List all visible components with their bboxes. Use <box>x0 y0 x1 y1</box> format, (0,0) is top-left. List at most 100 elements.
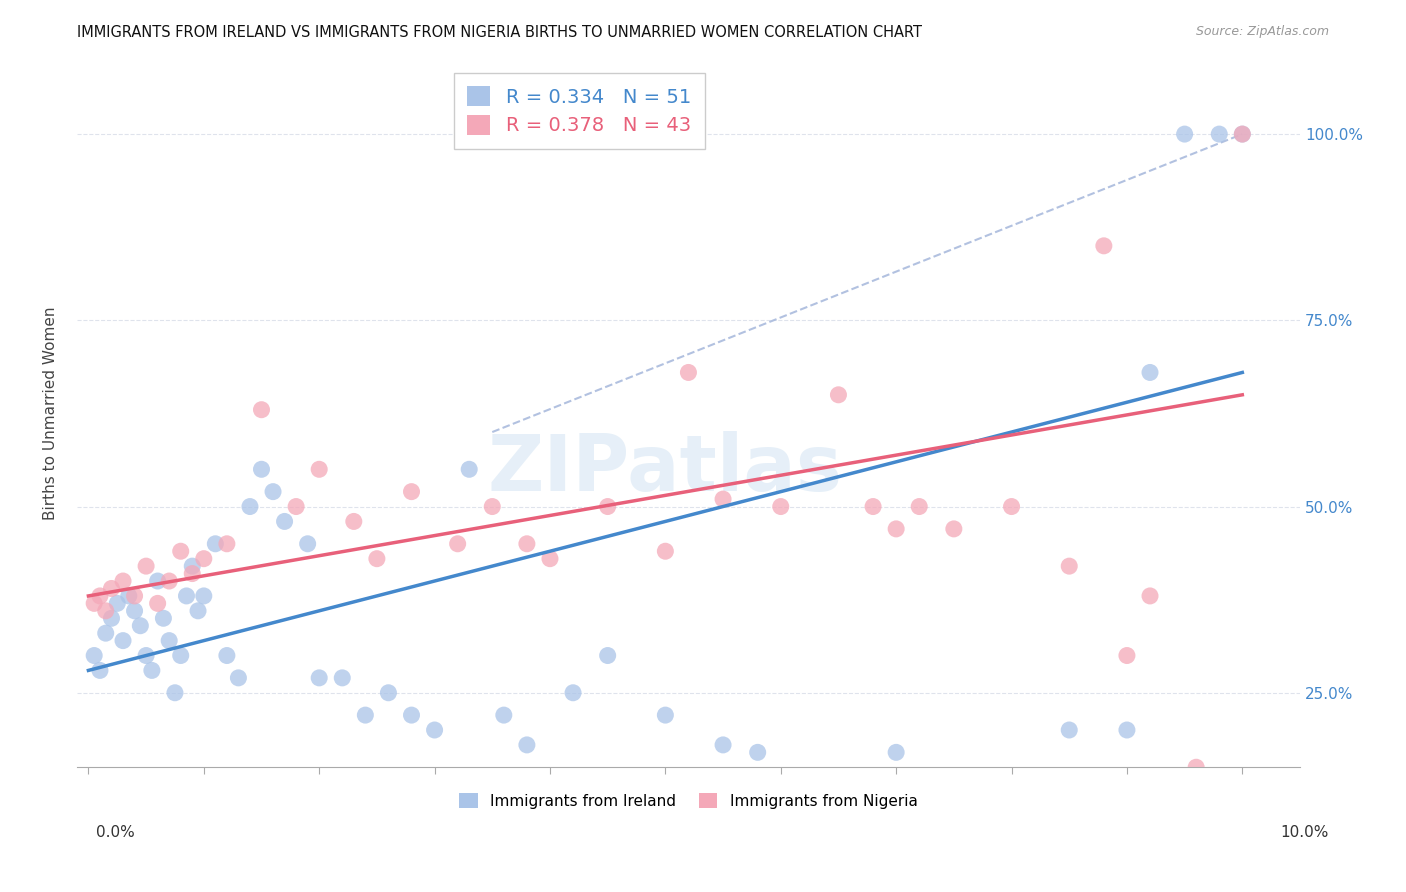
Point <box>711 738 734 752</box>
Point <box>596 500 619 514</box>
Point <box>181 566 204 581</box>
Point <box>105 596 128 610</box>
Point <box>83 648 105 663</box>
Point <box>135 559 157 574</box>
Text: 10.0%: 10.0% <box>1281 825 1329 839</box>
Point <box>239 500 262 514</box>
Point <box>401 708 423 723</box>
Point <box>516 537 538 551</box>
Point <box>152 611 174 625</box>
Point <box>1174 127 1197 141</box>
Y-axis label: Births to Unmarried Women: Births to Unmarried Women <box>44 307 58 520</box>
Point <box>1116 648 1139 663</box>
Point <box>163 686 186 700</box>
Point <box>354 708 377 723</box>
Point <box>769 500 792 514</box>
Point <box>157 574 180 588</box>
Point <box>884 745 907 759</box>
Point <box>1208 797 1230 812</box>
Point <box>1139 366 1161 380</box>
Point <box>124 604 146 618</box>
Point <box>747 745 769 759</box>
Point <box>654 708 676 723</box>
Text: IMMIGRANTS FROM IRELAND VS IMMIGRANTS FROM NIGERIA BIRTHS TO UNMARRIED WOMEN COR: IMMIGRANTS FROM IRELAND VS IMMIGRANTS FR… <box>77 25 922 40</box>
Point <box>176 589 198 603</box>
Point <box>262 484 284 499</box>
Text: 0.0%: 0.0% <box>96 825 135 839</box>
Point <box>862 500 884 514</box>
Point <box>377 686 399 700</box>
Point <box>1139 589 1161 603</box>
Point <box>135 648 157 663</box>
Point <box>631 127 654 141</box>
Legend: Immigrants from Ireland, Immigrants from Nigeria: Immigrants from Ireland, Immigrants from… <box>451 785 925 816</box>
Point <box>193 589 215 603</box>
Point <box>204 537 226 551</box>
Point <box>516 738 538 752</box>
Point <box>193 551 215 566</box>
Point <box>1208 127 1230 141</box>
Point <box>89 664 111 678</box>
Point <box>146 574 169 588</box>
Point <box>827 388 849 402</box>
Point <box>124 589 146 603</box>
Point <box>1092 239 1115 253</box>
Point <box>308 462 330 476</box>
Point <box>481 500 503 514</box>
Point <box>330 671 353 685</box>
Point <box>250 462 273 476</box>
Point <box>100 582 122 596</box>
Point <box>343 515 366 529</box>
Point <box>215 537 238 551</box>
Point <box>942 522 965 536</box>
Point <box>308 671 330 685</box>
Point <box>146 596 169 610</box>
Point <box>884 522 907 536</box>
Point <box>447 537 470 551</box>
Point <box>273 515 295 529</box>
Point <box>827 835 849 849</box>
Point <box>157 633 180 648</box>
Point <box>83 596 105 610</box>
Point <box>562 686 585 700</box>
Point <box>423 723 446 737</box>
Point <box>711 492 734 507</box>
Point <box>366 551 388 566</box>
Point <box>170 648 193 663</box>
Point <box>94 604 117 618</box>
Point <box>141 664 163 678</box>
Text: ZIPatlas: ZIPatlas <box>488 432 842 508</box>
Point <box>170 544 193 558</box>
Point <box>538 551 561 566</box>
Point <box>492 708 515 723</box>
Point <box>129 618 152 632</box>
Point <box>250 402 273 417</box>
Point <box>401 484 423 499</box>
Point <box>297 537 319 551</box>
Point <box>654 544 676 558</box>
Point <box>285 500 308 514</box>
Point <box>112 633 135 648</box>
Point <box>1232 127 1254 141</box>
Text: Source: ZipAtlas.com: Source: ZipAtlas.com <box>1195 25 1329 38</box>
Point <box>596 648 619 663</box>
Point <box>1000 500 1022 514</box>
Point <box>458 462 481 476</box>
Point <box>215 648 238 663</box>
Point <box>1232 127 1254 141</box>
Point <box>187 604 209 618</box>
Point <box>1174 782 1197 797</box>
Point <box>678 366 700 380</box>
Point <box>793 864 815 879</box>
Point <box>1116 723 1139 737</box>
Point <box>89 589 111 603</box>
Point <box>118 589 141 603</box>
Point <box>112 574 135 588</box>
Point <box>1185 760 1208 774</box>
Point <box>94 626 117 640</box>
Point <box>1057 723 1080 737</box>
Point <box>908 500 931 514</box>
Point <box>1057 559 1080 574</box>
Point <box>228 671 250 685</box>
Point <box>100 611 122 625</box>
